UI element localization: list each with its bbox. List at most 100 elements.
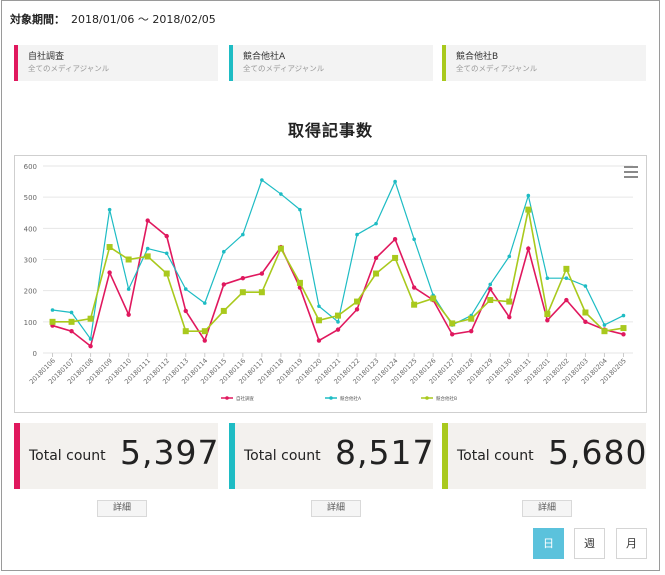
data-point bbox=[241, 232, 245, 237]
data-point bbox=[526, 246, 531, 251]
data-point bbox=[507, 314, 512, 320]
data-point bbox=[393, 179, 397, 184]
target-period: 対象期間： 2018/01/06 ～ 2018/02/05 bbox=[10, 11, 216, 27]
total-count-value: 8,517 bbox=[335, 433, 435, 472]
period-day-button[interactable]: 日 bbox=[533, 528, 564, 559]
y-tick-label: 400 bbox=[24, 225, 37, 233]
data-point bbox=[545, 318, 550, 323]
data-point bbox=[222, 249, 226, 254]
detail-button-own[interactable]: 詳細 bbox=[97, 500, 147, 517]
total-count-value: 5,397 bbox=[120, 433, 220, 472]
data-point bbox=[298, 207, 302, 212]
data-point bbox=[87, 315, 94, 322]
data-point bbox=[182, 328, 189, 335]
data-point bbox=[69, 328, 74, 334]
y-tick-label: 300 bbox=[24, 257, 37, 265]
y-tick-label: 0 bbox=[33, 350, 37, 358]
data-point bbox=[392, 237, 398, 242]
data-point bbox=[279, 192, 283, 196]
media-card-competitor-b[interactable]: 競合他社B 全てのメディアジャンル bbox=[442, 45, 646, 81]
data-point bbox=[411, 285, 417, 290]
y-tick-label: 600 bbox=[24, 163, 37, 171]
total-count-card-competitor-b: Total count 5,680 bbox=[442, 423, 646, 489]
detail-button-competitor-b[interactable]: 詳細 bbox=[522, 500, 572, 517]
media-genre: 全てのメディアジャンル bbox=[243, 64, 325, 73]
data-point bbox=[69, 310, 74, 315]
legend-label: 自社調査 bbox=[236, 395, 254, 402]
data-point bbox=[582, 309, 589, 316]
media-genre: 全てのメディアジャンル bbox=[456, 64, 538, 73]
color-bar bbox=[442, 423, 448, 489]
color-bar bbox=[229, 45, 233, 81]
data-point bbox=[430, 295, 437, 302]
data-point bbox=[221, 282, 227, 287]
data-point bbox=[317, 304, 321, 309]
color-bar bbox=[14, 423, 20, 489]
legend-marker bbox=[225, 396, 229, 400]
data-point bbox=[601, 328, 608, 335]
data-point bbox=[202, 338, 207, 343]
data-point bbox=[487, 297, 494, 304]
data-point bbox=[544, 311, 551, 318]
data-point bbox=[621, 313, 626, 318]
media-card-own[interactable]: 自社調査 全てのメディアジャンル bbox=[14, 45, 218, 81]
data-point bbox=[621, 332, 626, 337]
total-count-label: Total count bbox=[244, 448, 321, 464]
data-point bbox=[107, 270, 112, 275]
data-point bbox=[449, 320, 456, 327]
data-point bbox=[373, 255, 379, 261]
data-point bbox=[49, 318, 56, 325]
data-point bbox=[602, 323, 607, 327]
data-point bbox=[507, 254, 512, 259]
data-point bbox=[468, 315, 475, 322]
data-point bbox=[239, 289, 246, 296]
data-point bbox=[277, 245, 284, 252]
legend-marker bbox=[329, 396, 333, 400]
y-tick-label: 500 bbox=[24, 194, 37, 202]
data-point bbox=[583, 319, 588, 325]
data-point bbox=[220, 307, 227, 314]
data-point bbox=[106, 244, 113, 251]
period-month-button[interactable]: 月 bbox=[616, 528, 647, 559]
legend-marker bbox=[425, 396, 429, 400]
data-point bbox=[545, 276, 550, 280]
data-point bbox=[488, 282, 493, 287]
period-week-button[interactable]: 週 bbox=[574, 528, 605, 559]
color-bar bbox=[14, 45, 18, 81]
data-point bbox=[488, 286, 493, 292]
data-point bbox=[526, 193, 531, 198]
data-point bbox=[296, 279, 303, 286]
media-name: 競合他社B bbox=[456, 52, 499, 62]
data-point bbox=[354, 298, 361, 305]
data-point bbox=[68, 318, 75, 325]
data-point bbox=[354, 307, 360, 312]
data-point bbox=[259, 271, 265, 276]
y-tick-label: 100 bbox=[24, 319, 37, 327]
data-point bbox=[564, 276, 569, 280]
data-point bbox=[469, 328, 474, 334]
data-point bbox=[583, 284, 588, 288]
media-name: 競合他社A bbox=[243, 52, 286, 62]
hamburger-menu-icon[interactable] bbox=[624, 166, 638, 178]
data-point bbox=[449, 332, 455, 337]
data-point bbox=[525, 206, 532, 213]
data-point bbox=[240, 276, 246, 281]
data-point bbox=[164, 251, 169, 256]
total-count-card-own: Total count 5,397 bbox=[14, 423, 218, 489]
data-point bbox=[126, 287, 131, 291]
chart-title: 取得記事数 bbox=[287, 121, 373, 140]
data-point bbox=[335, 312, 341, 319]
target-period-label: 対象期間： bbox=[10, 13, 65, 26]
data-point bbox=[336, 320, 340, 324]
data-point bbox=[411, 301, 418, 308]
data-point bbox=[563, 265, 570, 272]
data-point bbox=[164, 233, 169, 239]
legend-label: 競合他社A bbox=[340, 395, 362, 402]
line-chart: 0100200300400500600201801062018010720180… bbox=[24, 163, 633, 402]
target-period-value: 2018/01/06 ～ 2018/02/05 bbox=[71, 13, 216, 26]
media-card-competitor-a[interactable]: 競合他社A 全てのメディアジャンル bbox=[229, 45, 433, 81]
data-point bbox=[620, 325, 627, 332]
data-point bbox=[145, 246, 150, 251]
detail-button-competitor-a[interactable]: 詳細 bbox=[311, 500, 361, 517]
data-point bbox=[183, 287, 188, 291]
